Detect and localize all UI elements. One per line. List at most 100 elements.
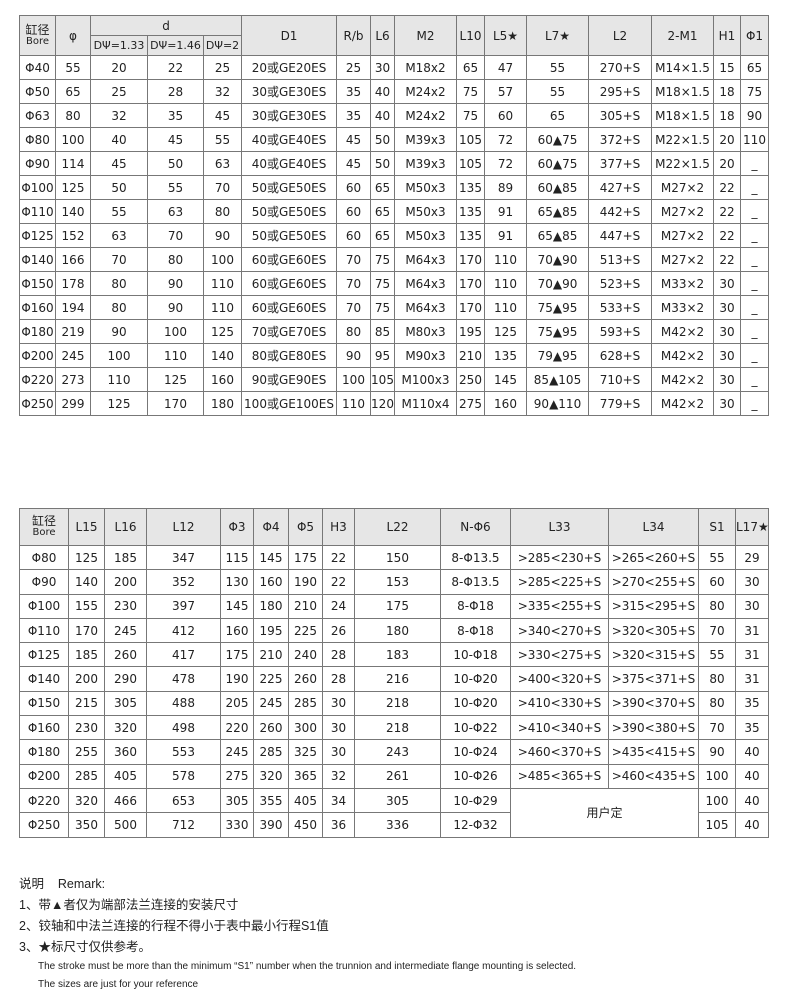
table-cell: M42×2 xyxy=(651,343,714,368)
table-row: Φ250 299 125 170 180 100或GE100ES 110 120 M110x4 2… xyxy=(19,391,769,416)
table-cell: 219 xyxy=(55,319,91,344)
table-cell: M80x3 xyxy=(394,319,457,344)
table-cell: 65 xyxy=(740,55,769,80)
table-cell: 336 xyxy=(354,812,441,838)
table-cell: 50或GE50ES xyxy=(241,175,337,200)
table-cell: 305 xyxy=(104,690,147,717)
table-cell: 100 xyxy=(55,127,91,152)
table-cell: 90 xyxy=(698,739,736,765)
table-cell: 320 xyxy=(68,787,105,814)
table-cell: 140 xyxy=(203,343,242,368)
table-cell: 170 xyxy=(456,271,485,296)
table-cell: 210 xyxy=(456,343,485,368)
header-cell: L6 xyxy=(370,15,395,56)
table-cell: Φ150 xyxy=(19,271,56,296)
table-cell: 135 xyxy=(456,199,485,224)
table-cell: 216 xyxy=(354,666,441,692)
table-cell: 260 xyxy=(288,666,323,692)
table-cell: >400<320+S xyxy=(510,666,609,692)
table-cell: 90或GE90ES xyxy=(241,367,337,392)
table-cell: 50 xyxy=(370,151,395,176)
table-cell: Φ220 xyxy=(19,787,69,814)
table-cell: 183 xyxy=(354,642,441,668)
table-cell: 35 xyxy=(735,715,769,741)
table-cell: 261 xyxy=(354,763,441,789)
table-cell: 60 xyxy=(698,569,736,595)
table-cell: 170 xyxy=(456,295,485,320)
table-cell: 18 xyxy=(713,79,741,104)
table-cell: 125 xyxy=(68,544,105,571)
table-cell: 36 xyxy=(322,812,355,838)
table-cell: 275 xyxy=(456,391,485,416)
table-cell: 30 xyxy=(322,739,355,765)
table-cell: 285 xyxy=(288,690,323,717)
table-cell: 60或GE60ES xyxy=(241,295,337,320)
table-cell: 105 xyxy=(456,127,485,152)
table-cell: M39x3 xyxy=(394,127,457,152)
header-cell: M2 xyxy=(394,15,457,56)
table-cell: 30 xyxy=(735,593,769,619)
table-cell: 70 xyxy=(698,617,736,644)
table-cell: >265<260+S xyxy=(608,544,699,571)
table-cell: 10-Φ20 xyxy=(440,666,511,692)
table-cell: M50x3 xyxy=(394,199,457,224)
table-cell: 65 xyxy=(370,199,395,224)
table-cell: 155 xyxy=(68,593,105,619)
table-cell: 30 xyxy=(713,295,741,320)
table-cell: 125 xyxy=(484,319,527,344)
table-row: Φ200 245 100 110 140 80或GE80ES 90 95 M90x3 210 135… xyxy=(19,343,769,368)
table-cell: 65 xyxy=(456,55,485,80)
table-cell: Φ40 xyxy=(19,55,56,80)
table-cell: 22 xyxy=(322,569,355,595)
table-cell: 40 xyxy=(735,787,769,814)
table-cell: 417 xyxy=(146,642,221,668)
table-cell: 65▲85 xyxy=(526,199,589,224)
header-d: d xyxy=(90,15,242,36)
table-cell: 55 xyxy=(147,175,204,200)
header-cell: L17★ xyxy=(735,508,769,546)
table-cell: 110 xyxy=(484,271,527,296)
table-cell: M100x3 xyxy=(394,367,457,392)
table-cell: 75 xyxy=(370,247,395,272)
table-cell: >320<305+S xyxy=(608,617,699,644)
header-cell: L7★ xyxy=(526,15,589,56)
table-cell: >335<255+S xyxy=(510,593,609,619)
table-cell: 450 xyxy=(288,812,323,838)
table-cell: Φ140 xyxy=(19,247,56,272)
table-row: Φ150 178 80 90 110 60或GE60ES 70 75 M64x3 170 110 70… xyxy=(19,271,769,296)
table-cell: 405 xyxy=(104,763,147,789)
table-cell: Φ80 xyxy=(19,544,69,571)
table-cell: 230 xyxy=(104,593,147,619)
header-bore: 缸径 Bore xyxy=(19,508,69,546)
table-cell: >375<371+S xyxy=(608,666,699,692)
dimension-table-2: 缸径 Bore L15 L16 L12 Φ3 Φ4 Φ5 H3 L22 N-Φ6 L33 L34 S1 L… xyxy=(19,508,769,838)
table-cell: 220 xyxy=(220,715,254,741)
table-cell: 152 xyxy=(55,223,91,248)
table-cell: 110 xyxy=(740,127,769,152)
remark-2: 2、铰轴和中法兰连接的行程不得小于表中最小行程S1值 xyxy=(19,919,329,933)
remarks-title: 说明 Remark: xyxy=(19,877,106,891)
table-cell: 105 xyxy=(370,367,395,392)
table-cell: 218 xyxy=(354,715,441,741)
table-cell: 295+S xyxy=(588,79,652,104)
table-cell: _ xyxy=(740,343,769,368)
table-cell: 18 xyxy=(713,103,741,128)
table-cell: 90 xyxy=(336,343,371,368)
table-cell: 100 xyxy=(147,319,204,344)
table-cell: 290 xyxy=(104,666,147,692)
table-cell: 55 xyxy=(698,642,736,668)
table-cell: 50或GE50ES xyxy=(241,223,337,248)
table-cell: 225 xyxy=(288,617,323,644)
table-cell: 8-Φ13.5 xyxy=(440,569,511,595)
table-cell: Φ90 xyxy=(19,569,69,595)
table-row: Φ160 230 320 498 220 260 300 30 218 10-Φ22 >410<34… xyxy=(19,715,769,741)
table-cell: 45 xyxy=(147,127,204,152)
table-cell: 110 xyxy=(90,367,148,392)
table-cell: 710+S xyxy=(588,367,652,392)
table-cell: 194 xyxy=(55,295,91,320)
table-cell: 110 xyxy=(484,295,527,320)
table-cell: >410<340+S xyxy=(510,715,609,741)
table-cell: 135 xyxy=(456,175,485,200)
dimension-table-1: 缸径 Bore φ d D1 R/b L6 M2 L10 L5★ L7★ L2 2-M1 H1 Φ1 … xyxy=(19,15,769,416)
table-cell: 30 xyxy=(370,55,395,80)
